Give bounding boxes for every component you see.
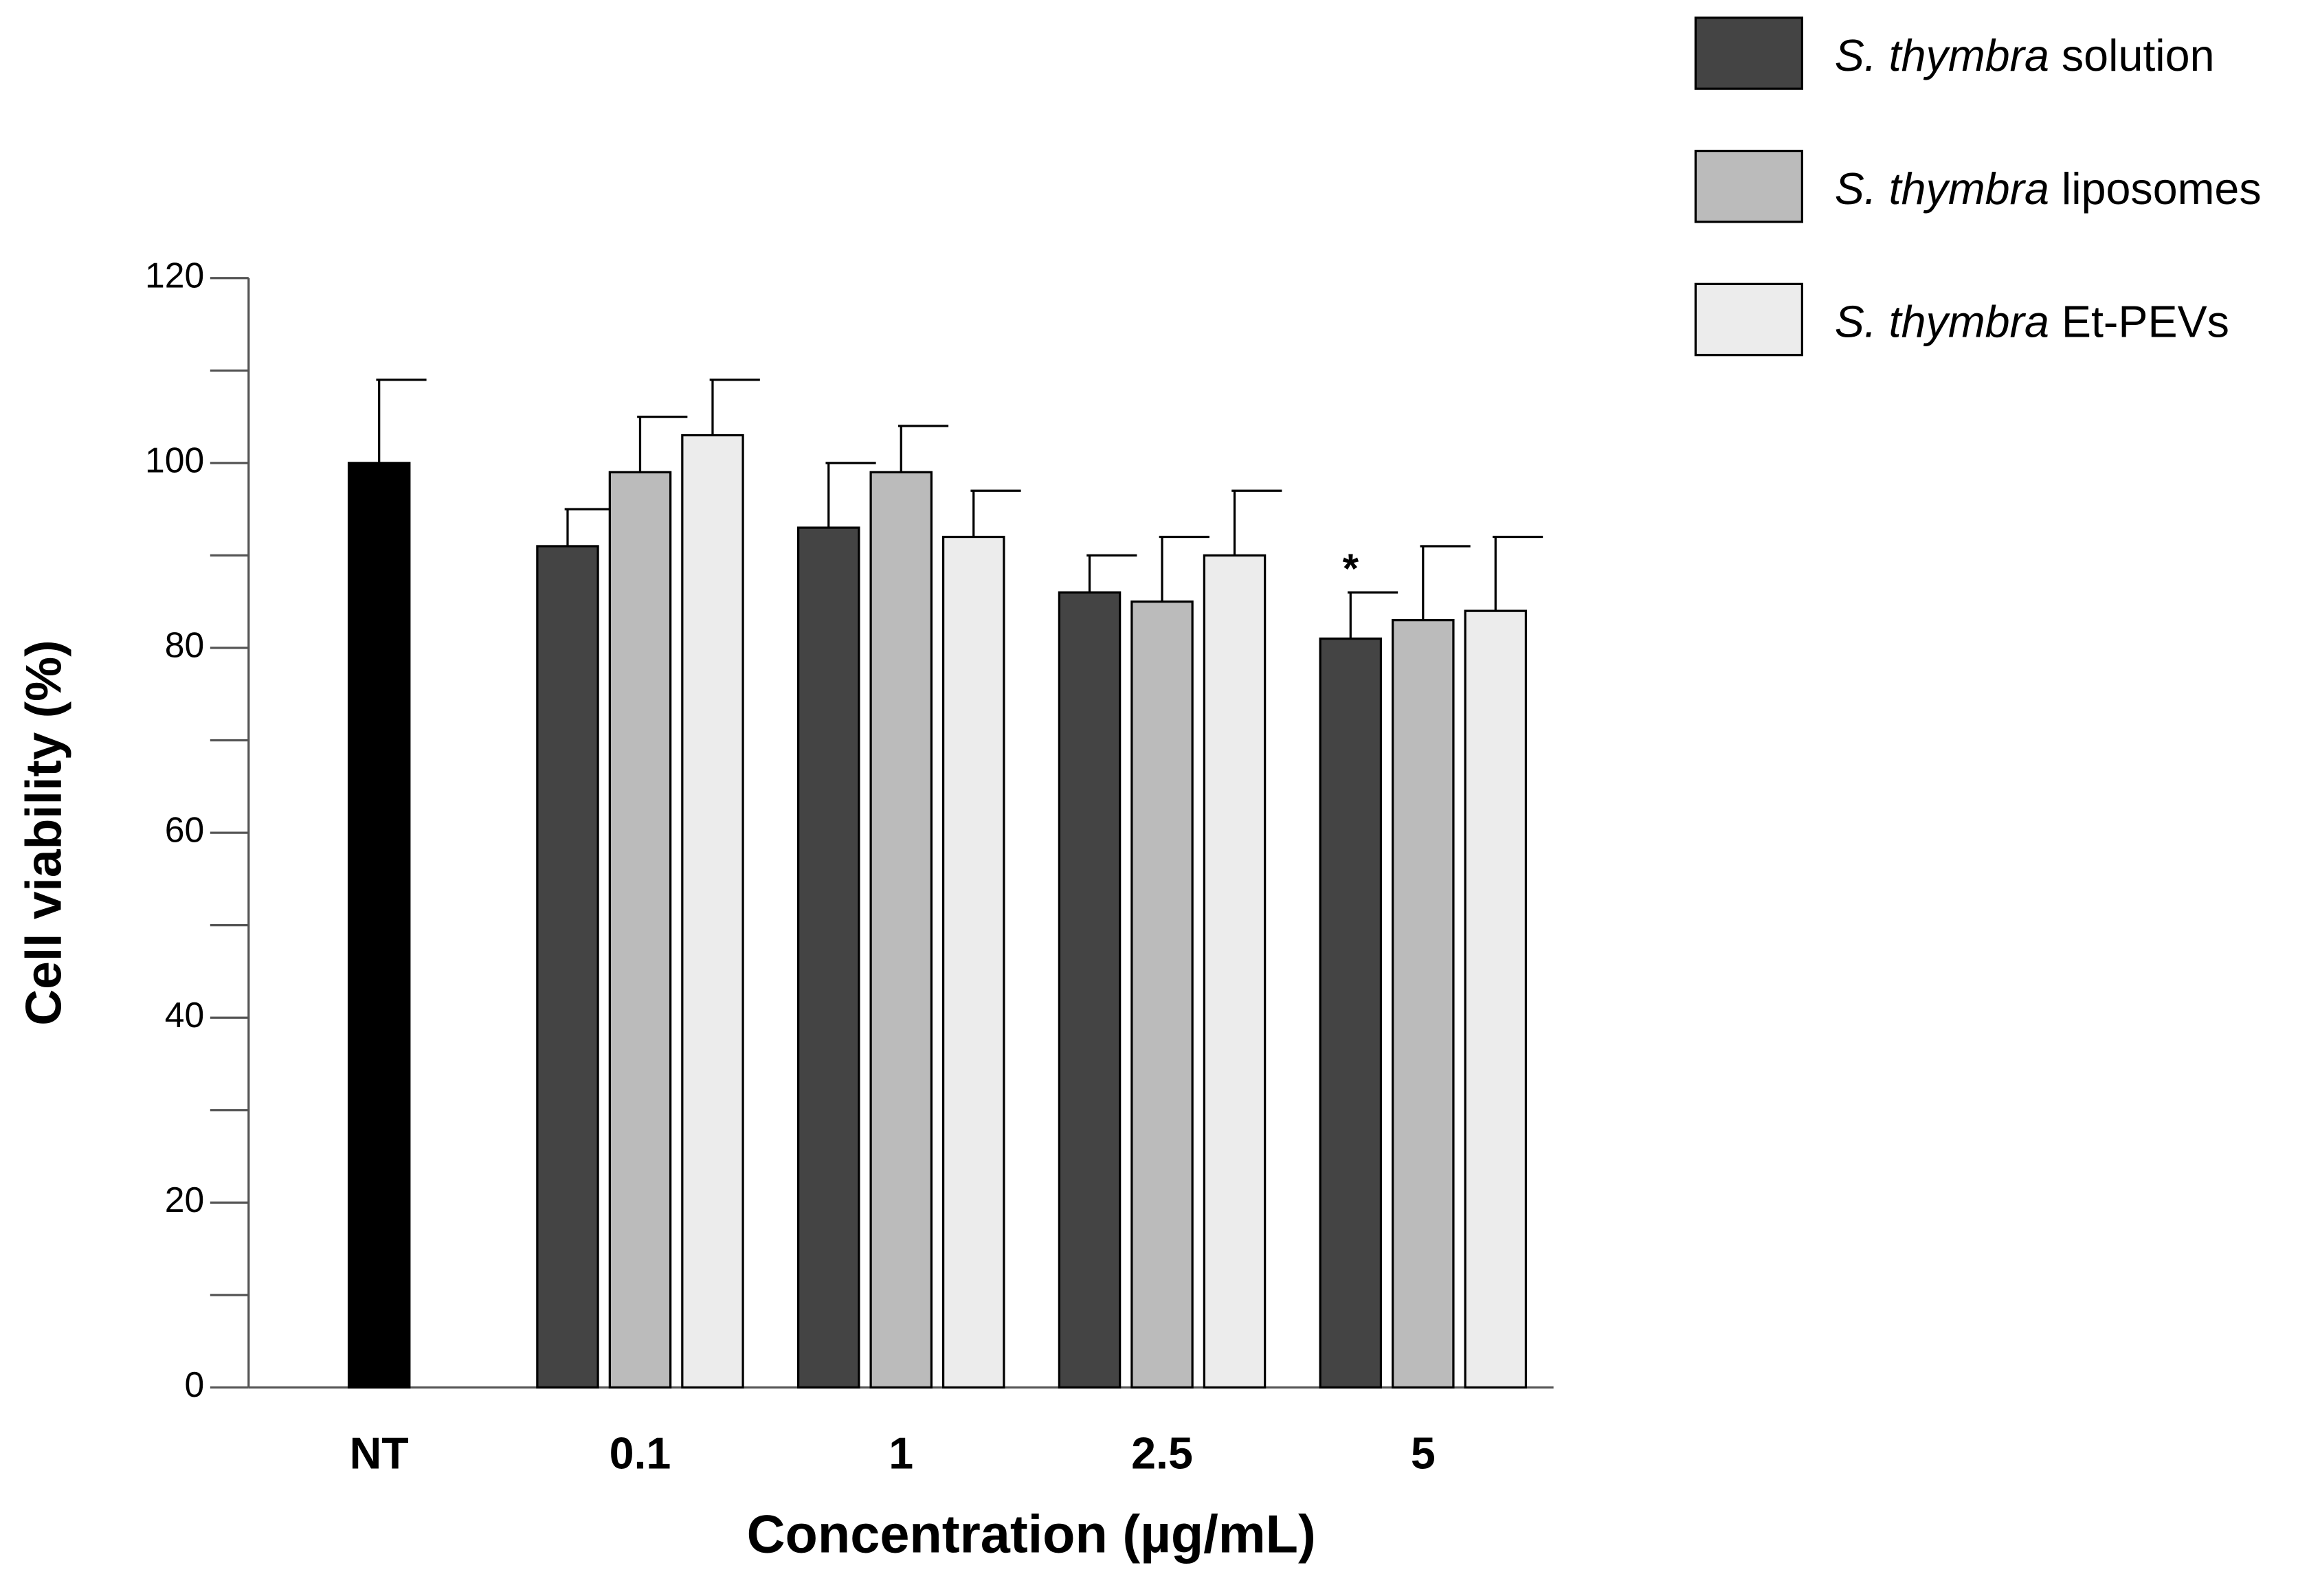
bar [1392,618,1455,1389]
error-bar [897,425,949,473]
significance-mark: * [1343,545,1359,592]
bar [796,526,860,1389]
bar [1058,591,1122,1389]
bar [608,471,672,1389]
y-tick-label: 0 [184,1364,204,1404]
bar [536,545,599,1389]
x-axis-title: Concentration (µg/mL) [747,1505,1316,1564]
bar [869,471,933,1389]
error-bar [1420,545,1471,620]
y-tick-label: 20 [165,1180,204,1220]
legend-swatch [1694,149,1803,223]
y-tick-label: 60 [165,810,204,850]
y-tick-label: 120 [145,255,204,295]
legend-swatch [1694,282,1803,357]
error-bar [709,379,760,436]
error-bar [1231,489,1282,556]
y-tick-label: 80 [165,625,204,665]
legend-label: S. thymbra liposomes [1835,164,2262,214]
error-bar [1159,535,1209,602]
legend-label: S. thymbra solution [1835,31,2215,80]
error-bar [1492,535,1543,611]
error-bar [970,489,1021,537]
error-bar [1347,591,1398,639]
x-tick-label: 1 [889,1429,913,1479]
y-axis-title: Cell viability (%) [15,640,71,1025]
bar [1319,637,1383,1389]
error-bar [1086,554,1137,593]
y-tick-label: 100 [145,440,204,480]
x-tick-label: NT [350,1429,409,1479]
x-tick-label: 0.1 [610,1429,671,1479]
legend-label: S. thymbra Et-PEVs [1835,297,2229,347]
bar [1130,600,1194,1389]
bar [1464,609,1528,1389]
y-tick-label: 40 [165,995,204,1035]
bar [941,535,1005,1389]
error-bar [376,379,427,463]
bar [1203,554,1267,1389]
error-bar [637,415,688,473]
control-bar [347,462,411,1389]
x-tick-label: 2.5 [1131,1429,1193,1479]
legend-swatch [1694,16,1803,90]
bar [681,434,744,1389]
error-bar [825,462,876,528]
error-bar [564,508,615,546]
x-tick-label: 5 [1411,1429,1436,1479]
